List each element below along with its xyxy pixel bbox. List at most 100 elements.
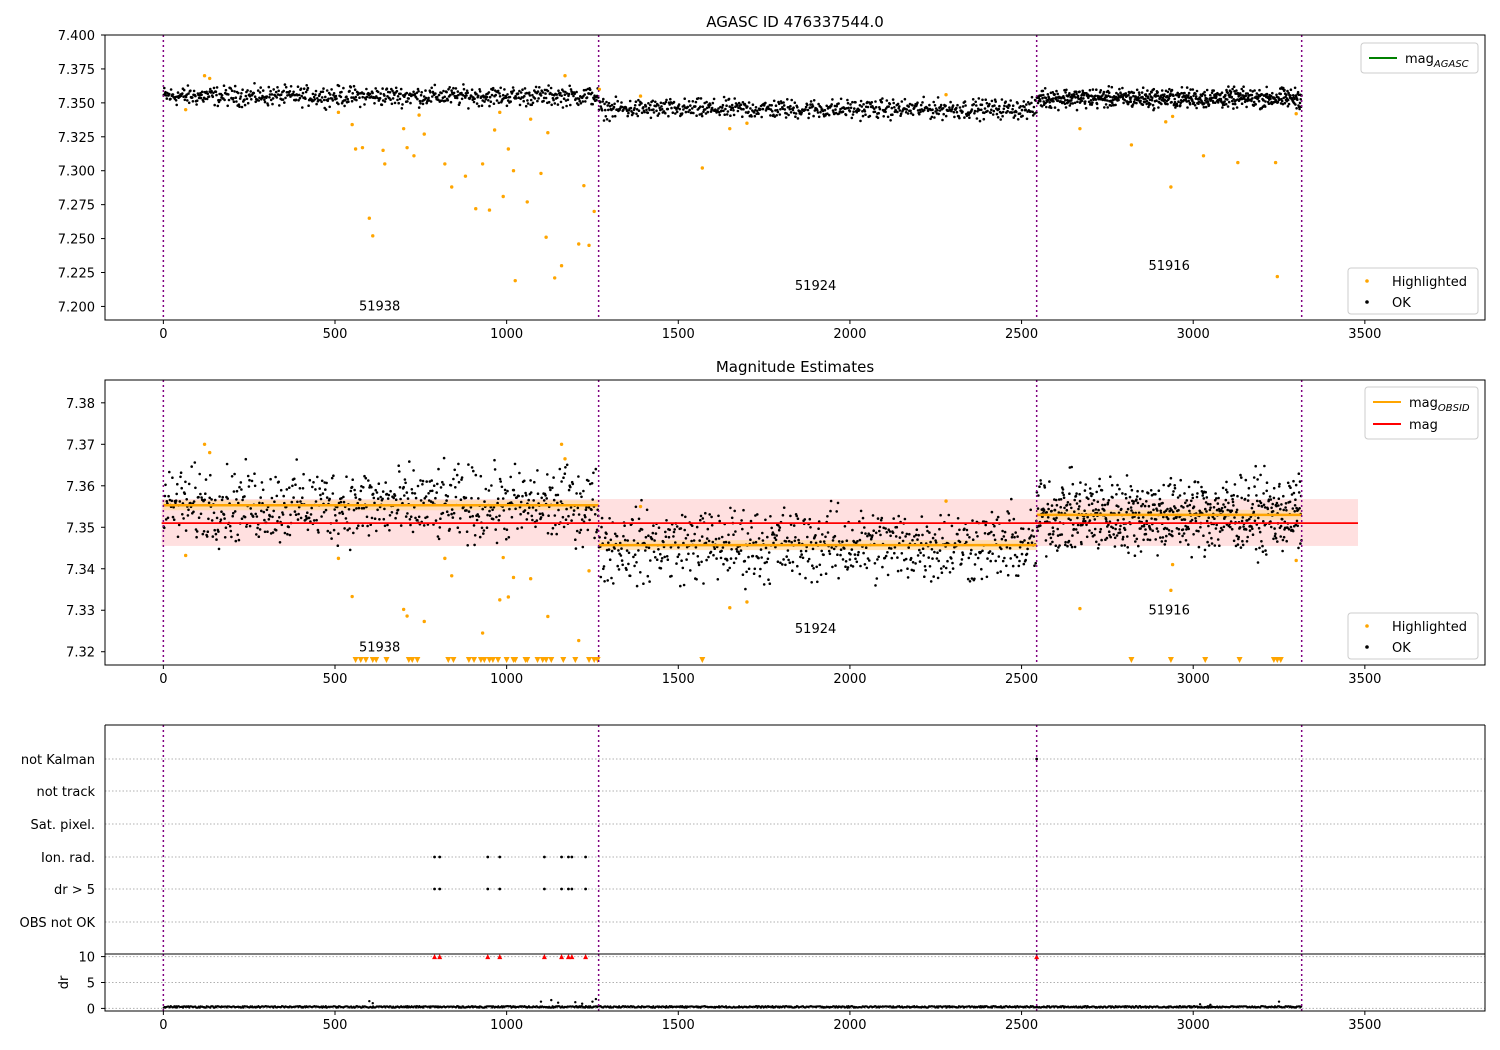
ok-point [390, 511, 394, 514]
ok-point [1021, 114, 1024, 118]
ok-point [1098, 484, 1101, 488]
ok-point [443, 95, 447, 99]
ok-point [682, 104, 686, 107]
ok-point [483, 500, 486, 503]
ok-point [174, 501, 177, 505]
ok-point [792, 524, 796, 527]
ok-point [787, 558, 790, 562]
ok-point [1069, 518, 1072, 522]
ok-point [569, 485, 572, 489]
ok-point [1082, 97, 1085, 100]
ok-point [1250, 99, 1253, 103]
ok-point [238, 485, 241, 489]
ok-point [250, 98, 253, 101]
ok-point [512, 488, 516, 492]
ok-point [481, 507, 485, 511]
ok-point [288, 90, 292, 93]
ok-point [907, 546, 910, 549]
ok-point [449, 100, 453, 104]
ok-point [562, 525, 566, 529]
ok-point [376, 497, 380, 501]
ok-point [1154, 518, 1158, 521]
ok-point [860, 105, 864, 108]
ok-point [1262, 503, 1266, 507]
ok-point [331, 99, 335, 102]
ok-point [868, 533, 872, 537]
ok-point [421, 479, 425, 483]
ok-point [280, 523, 284, 527]
ok-point [602, 97, 605, 101]
ok-point [878, 525, 882, 529]
ok-point [439, 517, 442, 520]
ok-point [528, 506, 531, 510]
ok-point [783, 108, 787, 111]
ok-point [874, 584, 877, 587]
ok-point [384, 97, 388, 101]
ok-point [315, 102, 318, 106]
ok-point [916, 101, 919, 104]
ok-point [314, 500, 318, 503]
ok-point [789, 514, 792, 518]
ok-point [260, 509, 263, 513]
ok-point [501, 93, 505, 97]
ok-point [1283, 101, 1287, 105]
ok-point [1233, 483, 1237, 486]
ok-point [966, 533, 969, 537]
highlighted-point [638, 504, 643, 509]
highlighted-point [1169, 185, 1173, 189]
ok-point [923, 575, 926, 578]
ok-point [632, 539, 636, 542]
ok-point [1187, 543, 1190, 546]
ok-point [929, 540, 932, 544]
ok-point [784, 116, 788, 119]
ok-point [289, 95, 292, 98]
ok-point [1255, 499, 1259, 503]
ok-point [486, 513, 489, 517]
ok-point [1063, 102, 1067, 106]
ok-point [1224, 102, 1228, 106]
ok-point [1248, 517, 1251, 521]
ok-point [363, 103, 366, 106]
ok-point [447, 88, 450, 91]
ok-point [1113, 545, 1117, 548]
ok-point [816, 111, 820, 114]
ok-point [305, 84, 309, 87]
legend-label: mag [1409, 418, 1438, 433]
ok-point [1252, 476, 1256, 479]
ok-point [516, 92, 520, 95]
ok-point [1185, 528, 1188, 531]
ok-point [432, 484, 436, 488]
ok-point [908, 532, 911, 536]
ok-point [1141, 103, 1145, 106]
ok-point [829, 509, 832, 513]
ok-point [1046, 93, 1050, 96]
ok-point [390, 102, 394, 106]
ok-point [346, 528, 350, 532]
ok-point [586, 528, 590, 532]
highlighted-point [1164, 120, 1168, 124]
ok-point [1127, 551, 1130, 555]
ok-point [643, 110, 646, 114]
ok-point [1131, 103, 1135, 106]
highlighted-point [443, 556, 447, 561]
ok-point [368, 484, 372, 487]
ok-point [353, 88, 357, 91]
ok-point [950, 524, 954, 528]
ok-point [495, 99, 499, 102]
ok-point [841, 558, 845, 561]
ok-point [1206, 540, 1209, 544]
ok-point [1086, 515, 1089, 519]
ok-point [695, 578, 698, 581]
ok-point [167, 494, 170, 498]
ok-point [1036, 101, 1040, 105]
ok-point [263, 530, 267, 534]
ok-point [182, 88, 186, 92]
ok-point [373, 501, 376, 505]
ok-point [845, 539, 849, 542]
ok-point [1109, 535, 1112, 539]
ok-point [378, 518, 381, 521]
ok-point [289, 85, 293, 88]
ok-point [538, 512, 542, 516]
ok-point [538, 86, 541, 89]
